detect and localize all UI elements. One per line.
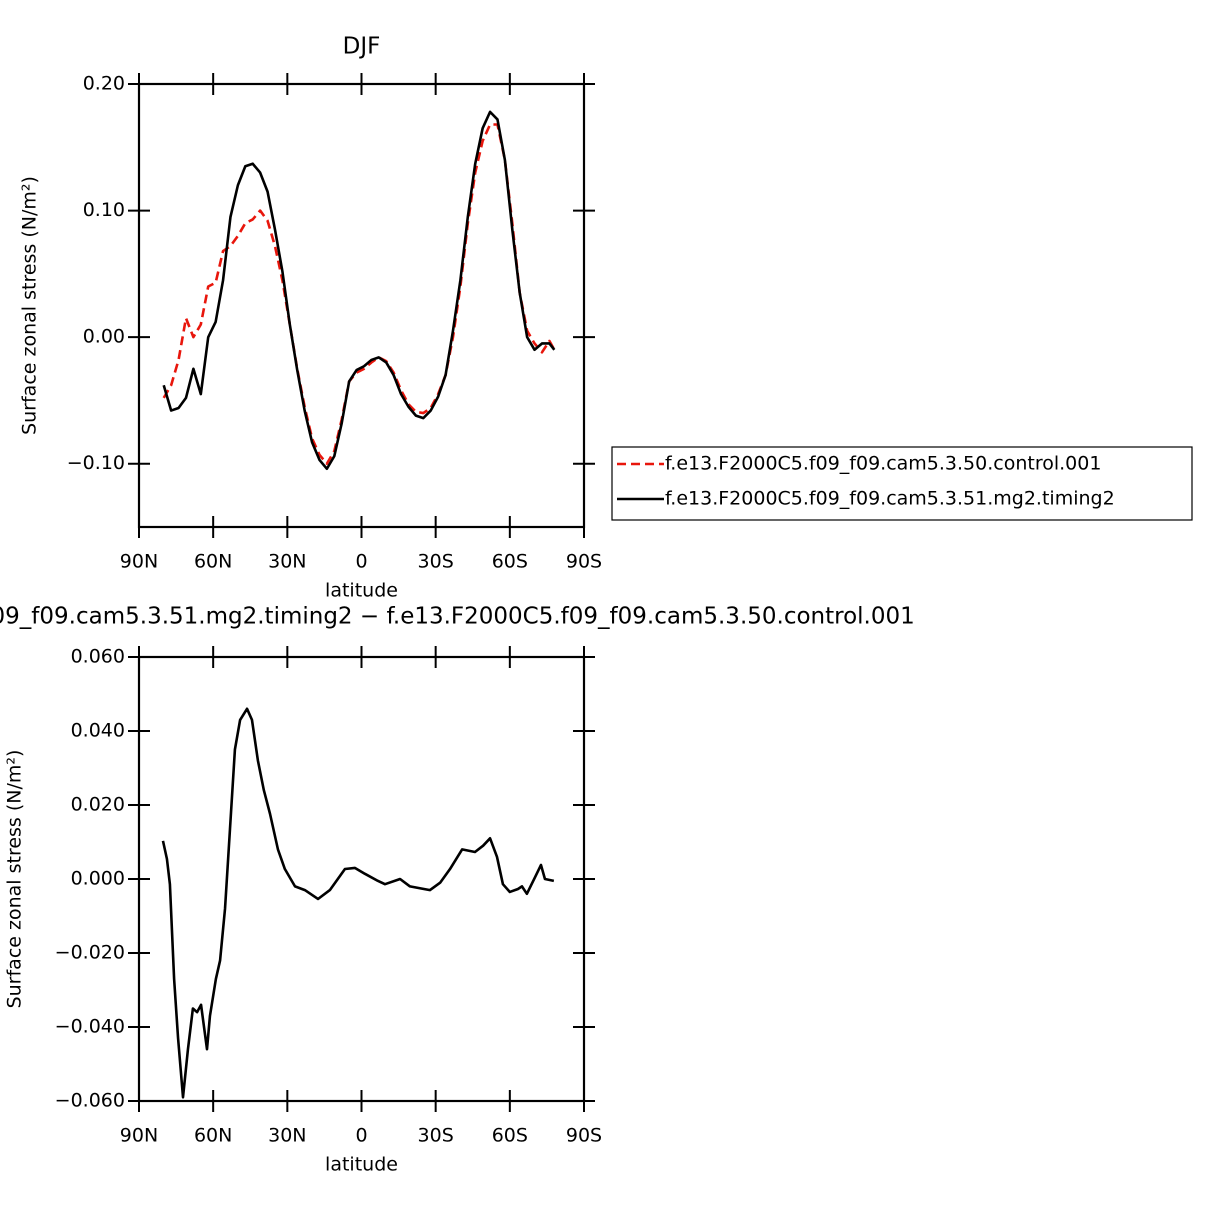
y-tick-label: −0.10 — [67, 452, 125, 474]
x-tick-label: 0 — [355, 1125, 367, 1147]
x-tick-label: 60S — [492, 551, 528, 573]
legend-label: f.e13.F2000C5.f09_f09.cam5.3.50.control.… — [665, 453, 1101, 475]
y-axis-label: Surface zonal stress (N/m²) — [4, 750, 26, 1009]
x-tick-label: 0 — [355, 551, 367, 573]
x-tick-label: 30N — [268, 551, 306, 573]
y-tick-label: 0.20 — [83, 73, 125, 95]
y-axis-label: Surface zonal stress (N/m²) — [19, 176, 41, 435]
x-axis-label: latitude — [325, 1154, 398, 1176]
y-tick-label: 0.10 — [83, 199, 125, 221]
data-line — [161, 707, 555, 1099]
y-tick-label: 0.00 — [83, 326, 125, 348]
y-tick-label: −0.020 — [55, 942, 125, 964]
x-axis-label: latitude — [325, 580, 398, 602]
chart-title: DJF — [343, 34, 381, 60]
x-tick-label: 90S — [566, 551, 602, 573]
legend-box — [611, 446, 1193, 521]
y-tick-label: −0.060 — [55, 1090, 125, 1112]
x-tick-label: 90S — [566, 1125, 602, 1147]
x-tick-label: 90N — [120, 551, 158, 573]
chart-title: f.e13.F2000C5.f09_f09.cam5.3.51.mg2.timi… — [0, 604, 915, 630]
data-line — [162, 123, 556, 466]
legend-label: f.e13.F2000C5.f09_f09.cam5.3.51.mg2.timi… — [665, 488, 1115, 510]
y-tick-label: 0.040 — [71, 720, 125, 742]
data-line — [162, 110, 556, 471]
y-tick-label: 0.000 — [71, 868, 125, 890]
y-tick-label: 0.020 — [71, 794, 125, 816]
y-tick-label: 0.060 — [71, 646, 125, 668]
y-tick-label: −0.040 — [55, 1016, 125, 1038]
x-tick-label: 60N — [194, 1125, 232, 1147]
x-tick-label: 60N — [194, 551, 232, 573]
x-tick-label: 30N — [268, 1125, 306, 1147]
plot-frame — [137, 82, 586, 529]
x-tick-label: 30S — [418, 1125, 454, 1147]
x-tick-label: 60S — [492, 1125, 528, 1147]
plot-frame — [137, 655, 586, 1103]
x-tick-label: 90N — [120, 1125, 158, 1147]
x-tick-label: 30S — [418, 551, 454, 573]
